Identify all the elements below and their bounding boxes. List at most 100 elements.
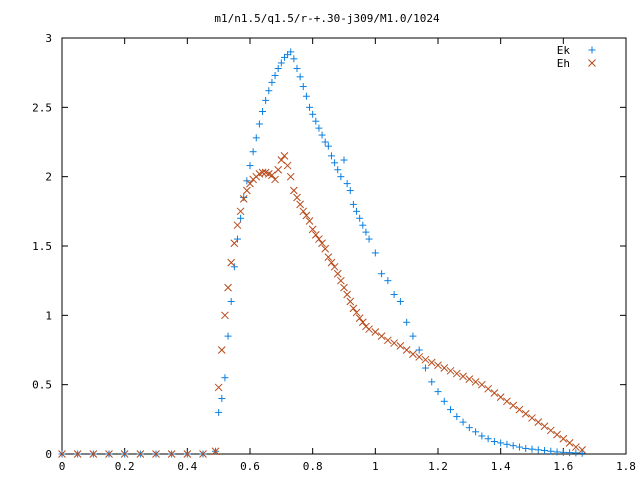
data-point [302,92,310,100]
data-point [565,439,574,447]
data-point [509,442,517,450]
data-point [553,448,561,456]
data-point [534,418,543,426]
data-point [390,291,398,299]
data-point [371,249,379,257]
data-point [421,364,429,372]
data-point [396,341,405,350]
data-point [311,231,320,239]
data-point [355,314,364,322]
data-point [265,87,273,95]
data-point [453,413,461,421]
data-point [249,148,257,156]
data-point [384,277,392,285]
data-point [239,194,248,203]
data-point [472,428,480,436]
data-point [541,447,549,455]
data-point [183,450,192,458]
data-point [572,449,580,457]
data-point [318,239,326,248]
data-point [484,384,492,393]
data-point [224,283,232,292]
data-point [227,258,236,267]
data-point [384,336,392,345]
data-point [446,366,455,375]
data-point [421,355,430,364]
data-point [318,131,326,139]
data-point [547,447,555,455]
data-point [259,107,267,115]
data-point [258,168,267,177]
data-point [503,440,511,448]
data-point [306,103,314,111]
data-point [246,179,254,188]
x-tick-label: 0.4 [177,460,197,473]
data-point [120,450,129,458]
plot-frame [61,37,627,455]
data-point [447,406,455,414]
y-tick-label: 1.5 [32,240,52,253]
x-tick-label: 1.8 [616,460,636,473]
data-point [346,297,355,306]
data-point [352,308,361,317]
data-point [378,270,386,278]
series-eh [58,152,586,458]
data-point [217,346,226,354]
data-point [440,397,448,405]
data-point [434,388,442,396]
data-point [358,318,367,327]
data-point [390,339,398,347]
data-point [271,71,279,79]
x-axis: 0 0.2 0.4 0.6 0.8 1 1.2 1.4 1.6 1.8 [59,38,636,473]
data-point [286,172,295,181]
data-point [415,346,423,354]
data-point [167,450,176,458]
x-tick-label: 1.2 [428,460,448,473]
data-point [440,364,449,372]
data-point [353,207,361,215]
data-point [227,297,235,305]
x-tick-label: 0.8 [303,460,323,473]
data-point [333,269,342,278]
data-point [340,283,348,292]
data-point [252,134,260,142]
data-point [293,193,301,202]
data-point [528,445,536,453]
data-point [271,175,279,184]
data-point [315,235,323,243]
data-point [343,290,351,299]
data-point [331,159,339,167]
x-tick-label: 1.6 [553,460,573,473]
y-tick-label: 0.5 [32,379,52,392]
data-point [296,200,304,209]
data-point [553,430,561,439]
data-point [559,434,568,443]
data-point [365,235,373,243]
data-point [221,374,229,382]
data-point [327,152,335,160]
data-point [337,276,345,285]
data-point [546,426,555,435]
data-point [105,450,113,458]
y-axis: 0 0.5 1 1.5 2 2.5 3 [32,32,626,461]
data-point [315,124,323,132]
data-point [371,328,380,336]
data-point [359,221,367,229]
data-point [459,372,467,381]
data-point [402,346,411,354]
data-point [255,120,263,128]
data-point [262,96,270,104]
data-point [268,171,276,180]
data-point [290,55,298,63]
data-point [362,228,370,236]
data-point [214,383,223,392]
data-point [534,446,542,454]
data-point [233,235,241,243]
data-point [287,48,295,56]
data-point [233,221,242,230]
data-point [521,409,530,418]
data-point [299,83,307,91]
data-point [396,297,404,305]
data-point [230,263,238,271]
data-point [415,353,424,361]
